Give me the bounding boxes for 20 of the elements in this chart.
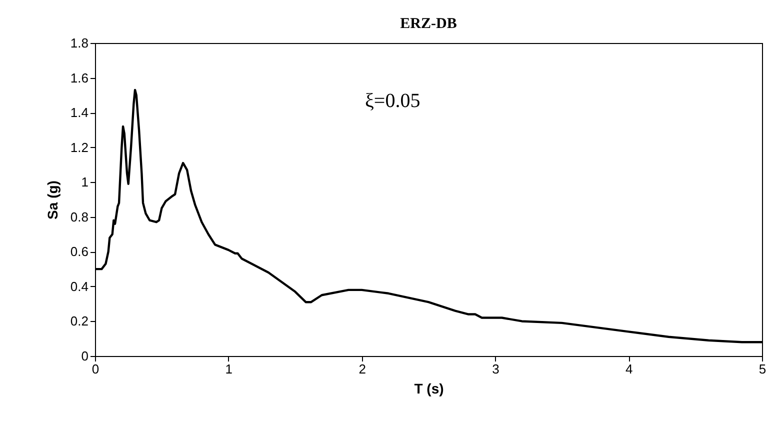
y-tick-label: 0.2 bbox=[70, 314, 88, 329]
x-tick-label: 3 bbox=[492, 362, 500, 376]
y-tick-label: 0.8 bbox=[70, 209, 88, 224]
x-tick-label: 4 bbox=[625, 362, 633, 376]
y-tick-label: 1.6 bbox=[70, 70, 88, 86]
y-axis-title: Sa (g) bbox=[44, 180, 60, 220]
x-tick-label: 5 bbox=[758, 362, 766, 376]
y-tick-label: 0.6 bbox=[70, 244, 88, 260]
y-tick-label: 0 bbox=[81, 348, 88, 364]
x-axis-title: T (s) bbox=[414, 380, 444, 396]
y-tick-label: 1.2 bbox=[70, 140, 88, 155]
x-tick-label: 1 bbox=[225, 362, 233, 376]
y-tick-label: 0.4 bbox=[70, 278, 88, 294]
x-tick-label: 0 bbox=[92, 362, 100, 376]
chart-title: ERZ-DB bbox=[400, 16, 457, 32]
x-tick-label: 2 bbox=[358, 362, 366, 376]
y-tick-label: 1 bbox=[81, 174, 88, 190]
y-tick-label: 1.8 bbox=[70, 36, 88, 50]
y-tick-label: 1.4 bbox=[70, 105, 88, 120]
annotation: ξ=0.05 bbox=[365, 90, 420, 112]
